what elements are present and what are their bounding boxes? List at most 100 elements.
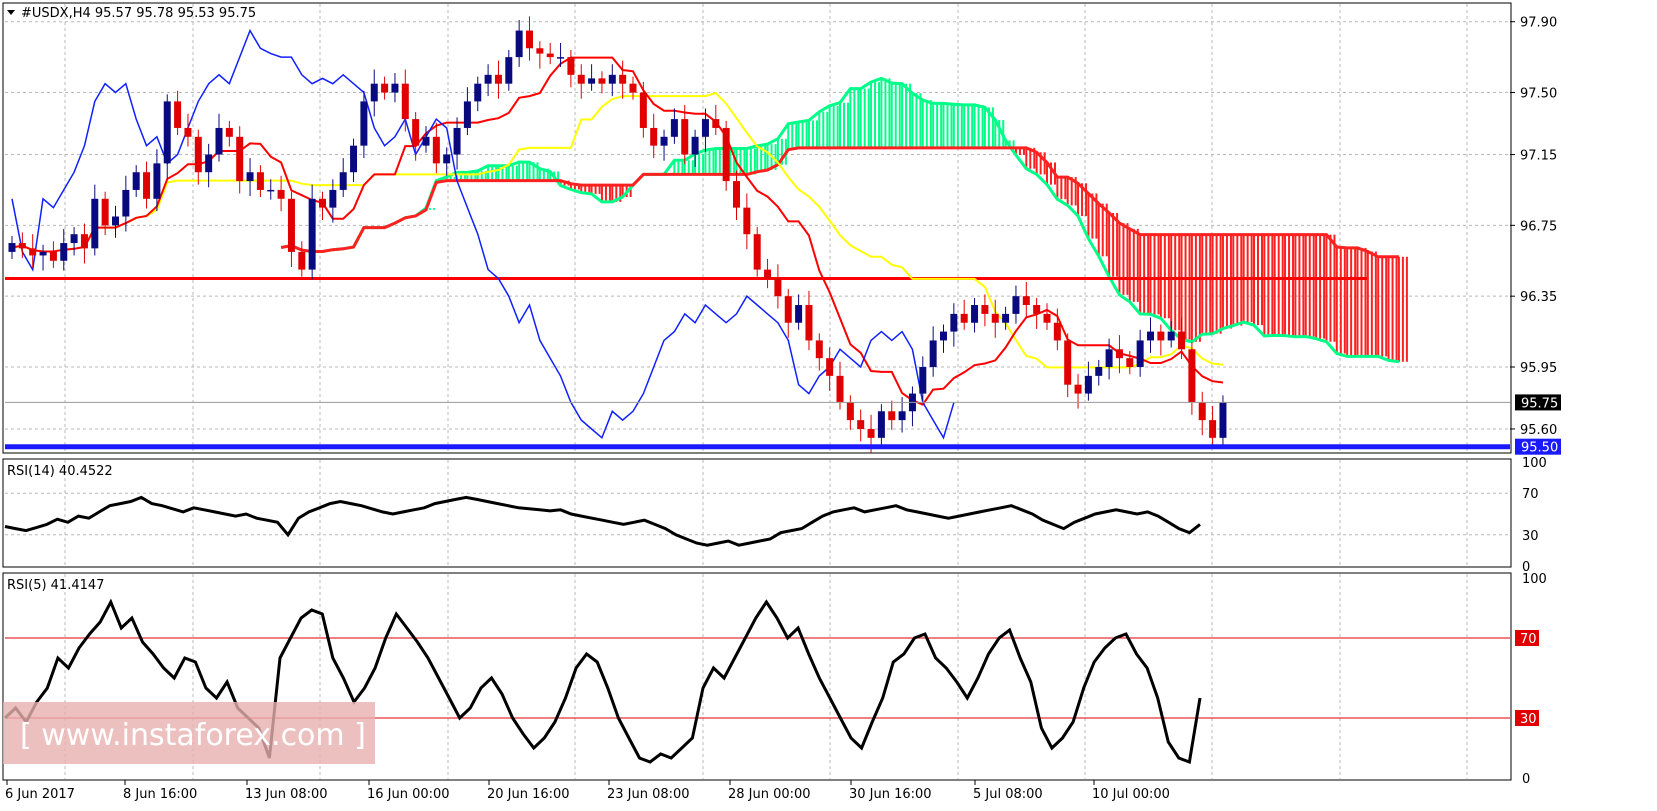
support-line: [5, 401, 1510, 450]
candle: [774, 264, 782, 309]
support-price-label: 95.50: [1521, 441, 1558, 456]
candle: [174, 90, 182, 136]
candle: [39, 244, 47, 271]
time-tick-label: 6 Jun 2017: [5, 787, 75, 802]
candle: [101, 191, 109, 236]
price-tick-label: 95.95: [1520, 361, 1557, 376]
candle: [205, 143, 213, 188]
candle: [764, 258, 772, 289]
candle: [8, 235, 16, 259]
main-panel-border: [2, 2, 1512, 454]
rsi14-tick-label: 30: [1522, 529, 1539, 544]
candle: [743, 193, 751, 250]
candle: [526, 16, 533, 61]
candle: [215, 113, 223, 162]
candlesticks: [8, 16, 1227, 453]
candle: [308, 184, 316, 280]
candle: [1022, 282, 1030, 318]
candle: [877, 404, 885, 445]
candle: [70, 227, 78, 256]
rsi14-series: [4, 495, 1201, 547]
candle: [412, 112, 420, 161]
candle: [826, 347, 834, 391]
rsi5-panel-border: [2, 572, 1512, 781]
current-price-badge: [1515, 394, 1561, 411]
rsi5-tick-label: 0: [1522, 772, 1530, 787]
candle: [971, 297, 979, 333]
candle: [267, 179, 275, 200]
candle: [1012, 285, 1020, 324]
candle: [598, 71, 606, 94]
candle: [18, 232, 26, 259]
candle: [329, 179, 337, 223]
candle: [784, 289, 792, 338]
time-tick-label: 30 Jun 16:00: [849, 787, 932, 802]
senkou-span-a: [280, 76, 1400, 364]
price-tick-label: 96.75: [1520, 219, 1557, 234]
candle: [453, 117, 461, 170]
candle: [1167, 320, 1175, 348]
rsi14-label: RSI(14) 40.4522: [7, 464, 113, 479]
candle: [846, 395, 854, 430]
candle: [650, 113, 658, 159]
candle: [536, 41, 544, 69]
candle: [381, 76, 389, 100]
candle: [960, 299, 968, 330]
time-axis: 6 Jun 2017 8 Jun 16:00 13 Jun 08:00 16 Jun …: [5, 780, 1170, 802]
candle: [950, 303, 958, 347]
time-tick-label: 13 Jun 08:00: [245, 787, 328, 802]
candle: [722, 120, 730, 191]
candle: [153, 149, 161, 212]
candle: [256, 165, 264, 198]
candle: [1178, 317, 1186, 360]
candle: [670, 108, 678, 144]
candle: [370, 69, 378, 117]
time-tick-label: 8 Jun 16:00: [123, 787, 197, 802]
candle: [681, 104, 689, 165]
candle: [287, 191, 295, 267]
candle: [608, 64, 616, 97]
rsi5-tick-label: 30: [1520, 712, 1537, 727]
candle: [184, 113, 192, 147]
candle: [1136, 329, 1144, 377]
candle: [712, 104, 720, 136]
candle: [1095, 359, 1103, 386]
candle: [588, 64, 596, 91]
candle: [836, 361, 844, 410]
rsi5-label: RSI(5) 41.4147: [7, 578, 104, 593]
candle: [1043, 303, 1051, 330]
candle: [60, 228, 68, 271]
candle: [484, 64, 492, 97]
candle: [1126, 351, 1134, 375]
candle: [298, 241, 306, 277]
candle: [339, 158, 347, 198]
candle: [80, 223, 88, 264]
candle: [91, 184, 99, 256]
candle: [505, 50, 513, 91]
candle: [132, 165, 140, 198]
candle: [49, 241, 57, 268]
candle: [577, 64, 585, 99]
kijun-sen: [11, 91, 1224, 369]
tenkan-sen: [11, 56, 1224, 406]
candle: [898, 397, 906, 433]
candle: [194, 129, 202, 185]
candle: [391, 73, 399, 103]
candle: [122, 175, 130, 232]
rsi5-level-badge: [1515, 710, 1539, 726]
candle: [660, 129, 668, 161]
candle: [474, 76, 482, 112]
candle: [1115, 335, 1123, 374]
collapse-triangle-icon[interactable]: [7, 10, 15, 15]
candle: [701, 108, 709, 152]
candle: [515, 19, 523, 67]
candle: [1053, 308, 1061, 351]
candle: [163, 94, 171, 179]
support-price-badge: [1515, 438, 1561, 455]
candle: [815, 333, 823, 371]
candle: [546, 42, 554, 65]
candle: [888, 400, 896, 430]
candle: [795, 294, 803, 330]
price-tick-label: 97.15: [1520, 149, 1557, 164]
candle: [1105, 338, 1113, 380]
